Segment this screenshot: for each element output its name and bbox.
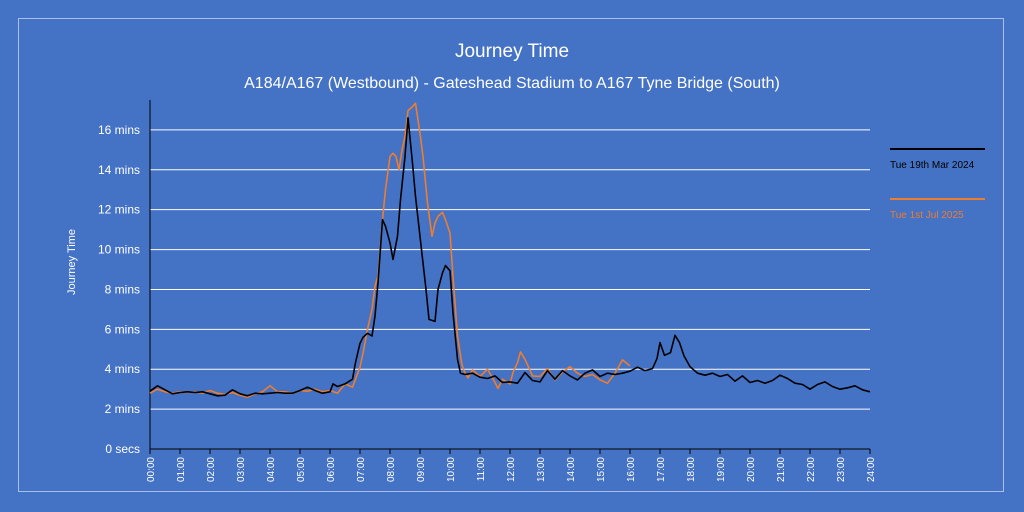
series-line-1	[149, 117, 871, 397]
x-tick-label: 12:00	[506, 457, 517, 482]
x-tick-label: 24:00	[866, 457, 877, 482]
x-tick-label: 10:00	[446, 457, 457, 482]
x-tick-label: 20:00	[746, 457, 757, 482]
y-tick-label: 8 mins	[105, 282, 140, 296]
x-tick-label: 03:00	[236, 457, 247, 482]
x-tick-label: 15:00	[596, 457, 607, 482]
chart-subtitle: A184/A167 (Westbound) - Gateshead Stadiu…	[244, 75, 780, 92]
y-tick-label: 14 mins	[98, 163, 140, 177]
chart-title: Journey Time	[454, 41, 570, 62]
x-tick-label: 04:00	[266, 457, 277, 482]
y-tick-label: 4 mins	[105, 362, 140, 376]
x-tick-label: 22:00	[806, 457, 817, 482]
series-line-2	[149, 102, 631, 398]
y-tick-label: 10 mins	[98, 243, 140, 257]
x-tick-label: 08:00	[386, 457, 397, 482]
x-tick-label: 13:00	[536, 457, 547, 482]
x-tick-label: 11:00	[476, 457, 487, 482]
legend-line-series-1	[890, 148, 985, 150]
y-tick-label: 2 mins	[105, 402, 140, 416]
x-tick-label: 07:00	[356, 457, 367, 482]
legend-label-series-1: Tue 19th Mar 2024	[890, 160, 975, 171]
x-tick-label: 09:00	[416, 457, 427, 482]
y-tick-label: 0 secs	[105, 442, 140, 456]
x-tick-label: 02:00	[206, 457, 217, 482]
y-tick-label: 6 mins	[105, 322, 140, 336]
legend-line-series-2	[890, 198, 985, 200]
x-tick-label: 16:00	[626, 457, 637, 482]
x-tick-label: 14:00	[566, 457, 577, 482]
x-tick-label: 17:00	[656, 457, 667, 482]
chart-frame	[18, 18, 1004, 492]
x-tick-label: 05:00	[296, 457, 307, 482]
x-tick-label: 21:00	[776, 457, 787, 482]
y-tick-label: 12 mins	[98, 203, 140, 217]
legend-label-series-2: Tue 1st Jul 2025	[890, 210, 964, 221]
x-tick-label: 01:00	[176, 457, 187, 482]
x-tick-label: 06:00	[326, 457, 337, 482]
x-tick-label: 19:00	[716, 457, 727, 482]
y-tick-label: 16 mins	[98, 123, 140, 137]
x-tick-label: 23:00	[836, 457, 847, 482]
x-tick-label: 00:00	[146, 457, 157, 482]
x-tick-label: 18:00	[686, 457, 697, 482]
